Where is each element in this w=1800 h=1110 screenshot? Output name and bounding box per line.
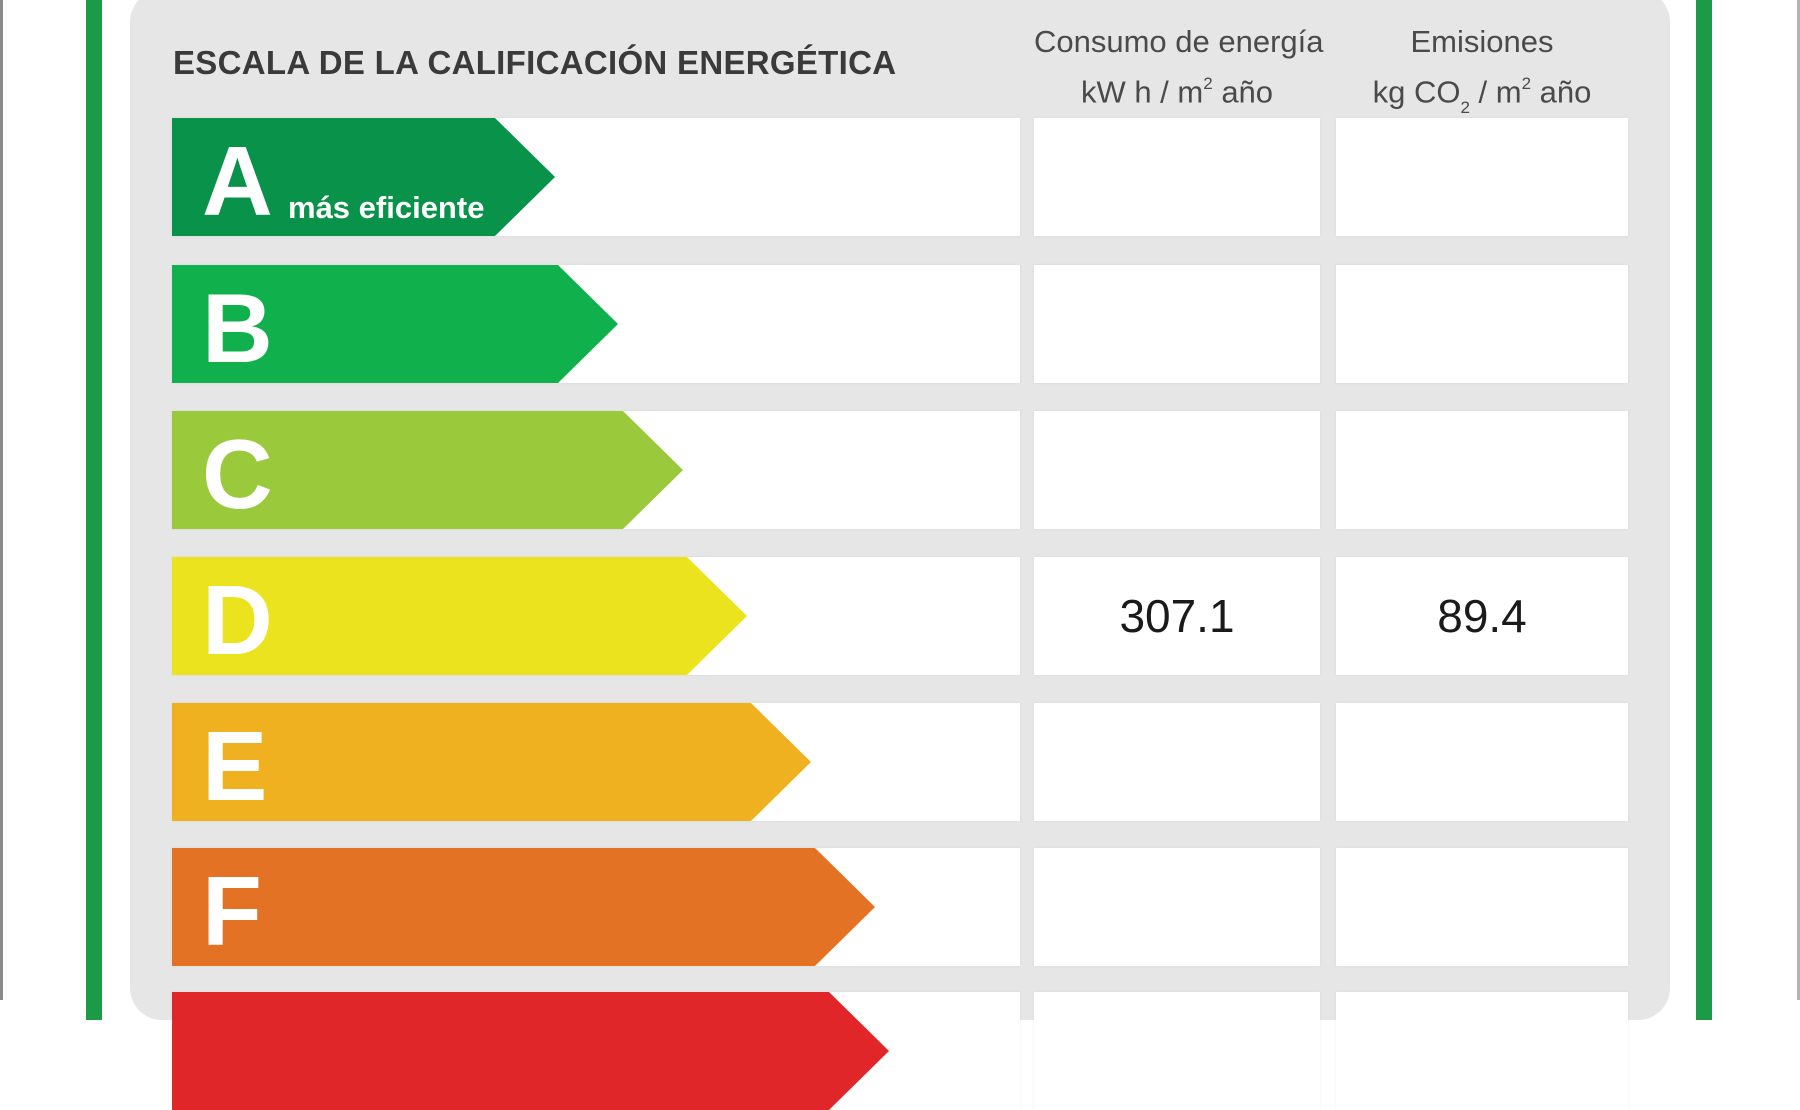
emisiones-value: 89.4	[1437, 590, 1527, 642]
rating-arrow-d: D	[172, 557, 747, 675]
consumo-header-unit: kW h / m2 año	[1080, 74, 1274, 110]
consumo-header-line1: Consumo de energía	[1034, 24, 1324, 59]
emisiones-cell	[1336, 848, 1628, 966]
page-edge-right	[1797, 0, 1800, 1000]
emisiones-header-line1: Emisiones	[1410, 24, 1554, 59]
rating-row-f: F	[0, 848, 1800, 966]
rating-letter: B	[202, 273, 273, 383]
rating-row-e: E	[0, 703, 1800, 821]
rating-row-d: D 307.1 89.4	[0, 557, 1800, 675]
emisiones-value	[1336, 265, 1628, 383]
consumo-value: 307.1	[1119, 590, 1235, 642]
emisiones-value	[1336, 703, 1628, 821]
consumo-column-header: Consumo de energía kW h / m2 año	[1034, 20, 1324, 114]
rating-arrow-f: F	[172, 848, 875, 966]
rating-sublabel: más eficiente	[288, 190, 485, 225]
consumo-cell	[1034, 992, 1320, 1110]
consumo-cell	[1034, 411, 1320, 529]
rating-row-b: B	[0, 265, 1800, 383]
consumo-cell	[1034, 557, 1320, 675]
rating-arrow-e: E	[172, 703, 811, 821]
rating-row-a: A más eficiente	[0, 118, 1800, 236]
rating-row-c: C	[0, 411, 1800, 529]
consumo-cell	[1034, 703, 1320, 821]
consumo-value	[1034, 265, 1320, 383]
emisiones-cell	[1336, 118, 1628, 236]
consumo-value	[1034, 118, 1320, 236]
page-edge-left	[0, 0, 3, 1000]
emisiones-cell	[1336, 557, 1628, 675]
emisiones-cell	[1336, 411, 1628, 529]
emisiones-header-unit: kg CO2 / m2 año	[1372, 74, 1592, 117]
scale-title: ESCALA DE LA CALIFICACIÓN ENERGÉTICA	[173, 44, 897, 81]
emisiones-cell	[1336, 992, 1628, 1110]
rating-arrow-b: B	[172, 265, 618, 383]
emisiones-value	[1336, 848, 1628, 966]
emisiones-cell	[1336, 703, 1628, 821]
consumo-value	[1034, 848, 1320, 966]
rating-letter: E	[202, 711, 268, 821]
consumo-value	[1034, 411, 1320, 529]
emisiones-value	[1336, 411, 1628, 529]
consumo-cell	[1034, 848, 1320, 966]
consumo-cell	[1034, 265, 1320, 383]
rating-letter: A	[202, 126, 273, 236]
emisiones-value	[1336, 118, 1628, 236]
emisiones-column-header: Emisiones kg CO2 / m2 año	[1336, 20, 1628, 127]
rating-arrow-a: A más eficiente	[172, 118, 555, 236]
rating-letter: D	[202, 565, 273, 675]
rating-letter: F	[202, 856, 262, 966]
consumo-value	[1034, 703, 1320, 821]
rating-arrow-g	[172, 992, 889, 1110]
rating-row-g-partial	[0, 992, 1800, 1110]
rating-arrow-c: C	[172, 411, 683, 529]
emisiones-cell	[1336, 265, 1628, 383]
rating-letter: C	[202, 419, 273, 529]
consumo-cell	[1034, 118, 1320, 236]
